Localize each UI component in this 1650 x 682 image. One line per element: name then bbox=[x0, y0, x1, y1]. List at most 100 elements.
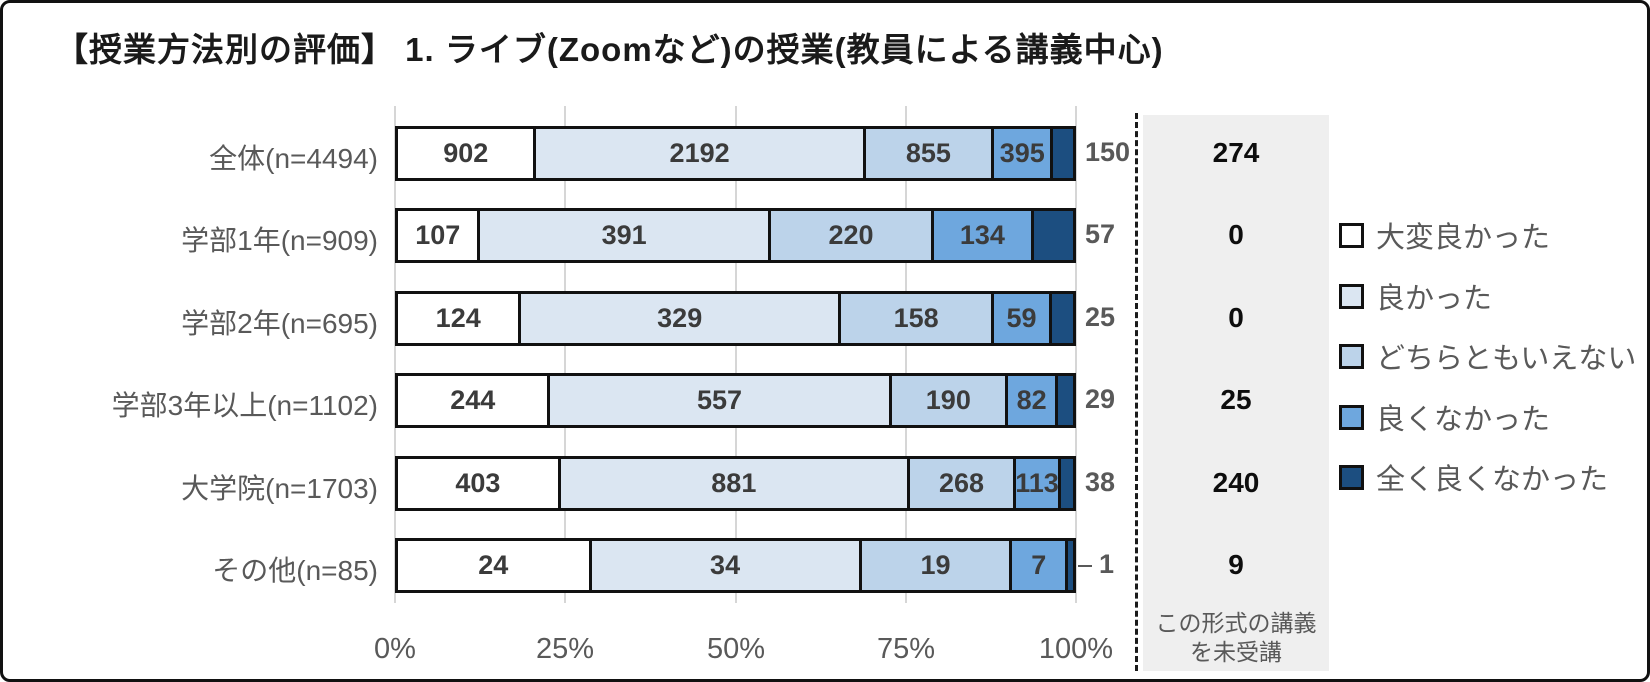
bar-segment: 24 bbox=[398, 541, 589, 590]
outside-value-label: 150 bbox=[1085, 136, 1131, 167]
segment-value-label: 395 bbox=[999, 138, 1045, 168]
segment-value-label: 329 bbox=[657, 303, 703, 333]
segment-value-label: 34 bbox=[710, 550, 741, 580]
gridline bbox=[905, 106, 907, 603]
not-attended-axis-label-line: を未受講 bbox=[1190, 639, 1282, 665]
legend-swatch-icon bbox=[1339, 222, 1364, 248]
outside-value-label: 29 bbox=[1085, 383, 1116, 414]
segment-value-label: 902 bbox=[443, 138, 489, 168]
segment-value-label: 19 bbox=[920, 550, 951, 580]
legend-item: 全く良くなかった bbox=[1339, 456, 1608, 498]
bar-row: 24 34 19 7 bbox=[395, 538, 1076, 593]
segment-value-label: 855 bbox=[905, 138, 951, 168]
not-attended-axis-label-line: この形式の講義 bbox=[1155, 610, 1317, 636]
bar-segment: 190 bbox=[888, 376, 1005, 425]
legend-item: 良くなかった bbox=[1339, 396, 1550, 438]
bar-segment bbox=[1065, 541, 1073, 590]
row-label: その他(n=85) bbox=[212, 554, 378, 586]
bar-segment: 395 bbox=[991, 129, 1051, 178]
chart-title: 【授業方法別の評価】 1. ライブ(Zoomなど)の授業(教員による講義中心) bbox=[55, 31, 1164, 68]
segment-value-label: 82 bbox=[1016, 385, 1047, 415]
segment-value-label: 190 bbox=[925, 385, 971, 415]
segment-value-label: 124 bbox=[435, 303, 481, 333]
gridline bbox=[735, 106, 737, 603]
bar-segment bbox=[1048, 294, 1073, 343]
bar-segment bbox=[1057, 459, 1073, 508]
bar-segment: 403 bbox=[398, 459, 558, 508]
segment-value-label: 113 bbox=[1015, 468, 1059, 498]
legend-item: どちらともいえない bbox=[1339, 335, 1636, 377]
bar-segment: 59 bbox=[991, 294, 1049, 343]
bar-row: 107 391 220 134 bbox=[395, 208, 1076, 263]
segment-value-label: 220 bbox=[828, 220, 874, 250]
segment-value-label: 881 bbox=[711, 468, 757, 498]
segment-value-label: 268 bbox=[938, 468, 985, 498]
not-attended-value: 0 bbox=[1228, 301, 1244, 333]
segment-value-label: 244 bbox=[450, 385, 496, 415]
row-label: 全体(n=4494) bbox=[209, 142, 378, 174]
legend-label: 良くなかった bbox=[1376, 404, 1551, 436]
not-attended-value: 0 bbox=[1228, 218, 1244, 250]
bar-segment: 158 bbox=[837, 294, 992, 343]
legend-label: どちらともいえない bbox=[1376, 343, 1637, 375]
bar-segment: 557 bbox=[547, 376, 889, 425]
bar-segment: 855 bbox=[862, 129, 992, 178]
outside-value-label: 57 bbox=[1085, 218, 1116, 249]
bar-segment: 134 bbox=[931, 211, 1031, 260]
x-axis-tick-label: 0% bbox=[374, 633, 416, 665]
bar-segment: 19 bbox=[858, 541, 1010, 590]
segment-value-label: 2192 bbox=[669, 138, 730, 168]
dashed-separator-line bbox=[1135, 113, 1138, 671]
bar-row: 124 329 158 59 bbox=[395, 291, 1076, 346]
bar-segment: 113 bbox=[1013, 459, 1059, 508]
bar-segment: 220 bbox=[767, 211, 932, 260]
legend-swatch-icon bbox=[1339, 404, 1364, 430]
legend-item: 大変良かった bbox=[1339, 214, 1550, 256]
bar-segment: 902 bbox=[398, 129, 534, 178]
not-attended-value: 240 bbox=[1212, 466, 1260, 498]
outside-value-label: 1 bbox=[1099, 548, 1115, 579]
bar-segment: 124 bbox=[398, 294, 519, 343]
bar-row: 902 2192 855 395 bbox=[395, 126, 1076, 181]
bar-segment: 329 bbox=[518, 294, 838, 343]
bar-row: 403 881 268 113 bbox=[395, 456, 1076, 511]
gridline bbox=[1075, 106, 1077, 603]
label-leader-line bbox=[1078, 564, 1092, 567]
row-label: 学部2年(n=695) bbox=[181, 307, 378, 339]
segment-value-label: 7 bbox=[1031, 550, 1047, 580]
gridline bbox=[394, 106, 396, 603]
bar-row: 244 557 190 82 bbox=[395, 373, 1076, 428]
bar-segment: 34 bbox=[588, 541, 859, 590]
legend-swatch-icon bbox=[1339, 464, 1364, 490]
segment-value-label: 24 bbox=[478, 550, 509, 580]
segment-value-label: 59 bbox=[1006, 303, 1037, 333]
outside-value-label: 25 bbox=[1085, 301, 1116, 332]
bar-segment: 268 bbox=[906, 459, 1014, 508]
bar-segment bbox=[1030, 211, 1073, 260]
gridline bbox=[564, 106, 566, 603]
bar-segment: 82 bbox=[1005, 376, 1056, 425]
not-attended-value: 9 bbox=[1228, 548, 1244, 580]
not-attended-value: 274 bbox=[1212, 136, 1260, 168]
bar-segment: 244 bbox=[398, 376, 548, 425]
legend-label: 良かった bbox=[1376, 283, 1493, 315]
legend-swatch-icon bbox=[1339, 343, 1364, 369]
segment-value-label: 134 bbox=[959, 220, 1005, 250]
segment-value-label: 557 bbox=[697, 385, 743, 415]
legend-swatch-icon bbox=[1339, 283, 1364, 309]
x-axis-tick-label: 50% bbox=[706, 633, 766, 665]
bar-segment bbox=[1055, 376, 1073, 425]
legend-label: 全く良くなかった bbox=[1376, 464, 1609, 496]
segment-value-label: 391 bbox=[601, 220, 647, 250]
segment-value-label: 403 bbox=[455, 468, 501, 498]
bar-segment: 2192 bbox=[533, 129, 863, 178]
not-attended-axis-label: この形式の講義 を未受講 bbox=[1143, 609, 1329, 667]
bar-segment bbox=[1050, 129, 1073, 178]
x-axis-tick-label: 100% bbox=[1038, 633, 1114, 665]
bar-segment: 881 bbox=[557, 459, 907, 508]
row-label: 学部1年(n=909) bbox=[181, 224, 378, 256]
bar-segment: 7 bbox=[1009, 541, 1066, 590]
segment-value-label: 107 bbox=[415, 220, 461, 250]
legend-item: 良かった bbox=[1339, 275, 1492, 317]
